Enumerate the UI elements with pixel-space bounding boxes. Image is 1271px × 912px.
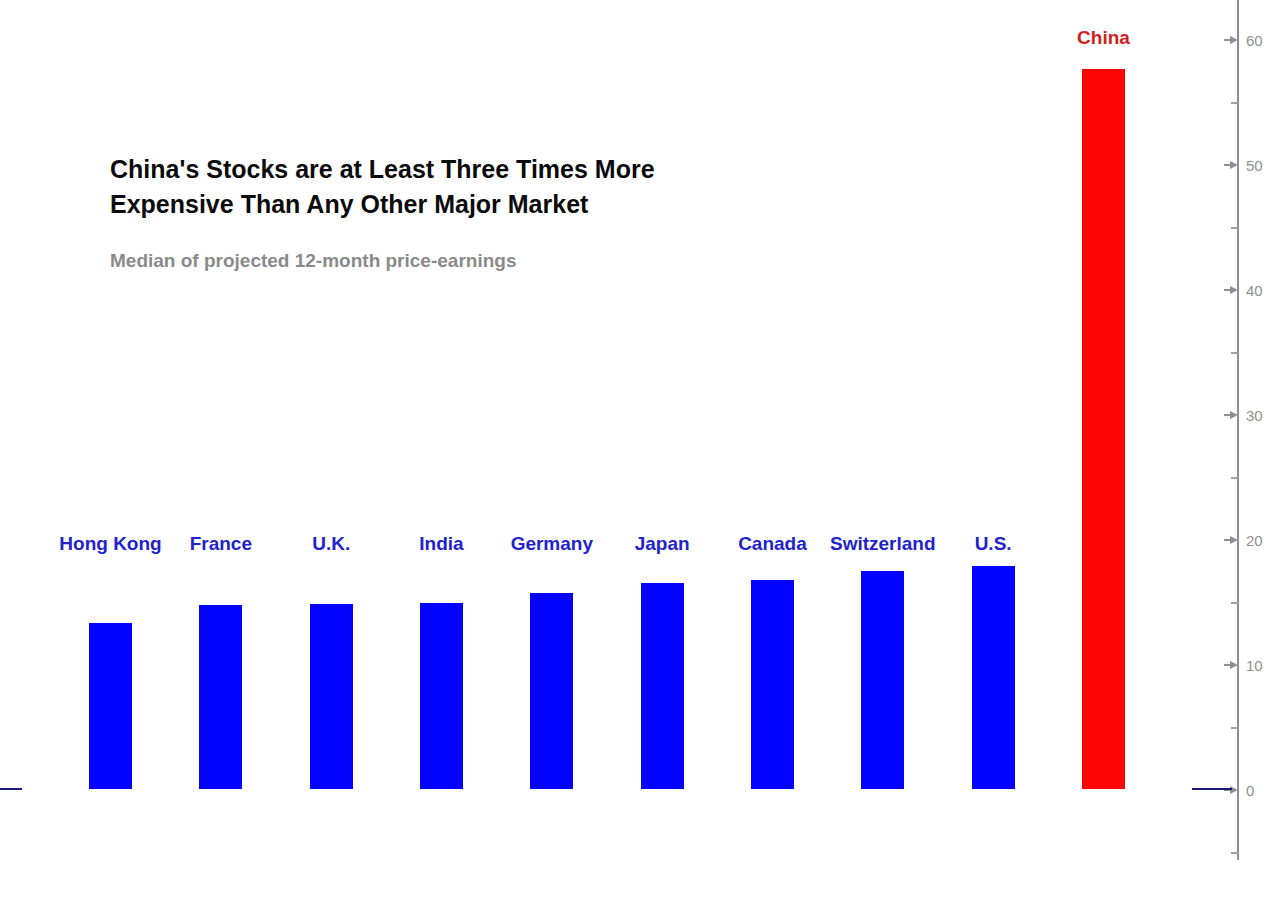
y-minor-tick-25 xyxy=(1231,477,1238,479)
bar-germany xyxy=(530,593,573,790)
bar-china xyxy=(1082,69,1125,789)
bar-hong-kong xyxy=(89,623,132,790)
chart-title-line2: Expensive Than Any Other Major Market xyxy=(110,187,750,222)
zero-baseline-left-segment xyxy=(0,788,22,790)
y-tick-label-60: 60 xyxy=(1246,32,1263,49)
chart-subtitle: Median of projected 12-month price-earni… xyxy=(110,250,750,272)
y-major-tick-arrow-60 xyxy=(1230,36,1238,44)
y-major-tick-arrow-10 xyxy=(1230,661,1238,669)
y-tick-label-10: 10 xyxy=(1246,657,1263,674)
bar-japan xyxy=(641,583,684,790)
y-minor-tick--5 xyxy=(1231,852,1238,854)
y-major-tick-arrow-40 xyxy=(1230,286,1238,294)
y-minor-tick-5 xyxy=(1231,727,1238,729)
bar-label-china: China xyxy=(1023,25,1183,51)
y-tick-label-30: 30 xyxy=(1246,407,1263,424)
y-minor-tick-35 xyxy=(1231,352,1238,354)
y-minor-tick-45 xyxy=(1231,227,1238,229)
y-minor-tick-15 xyxy=(1231,602,1238,604)
chart-title-line1: China's Stocks are at Least Three Times … xyxy=(110,152,750,187)
y-tick-label-20: 20 xyxy=(1246,532,1263,549)
y-tick-label-0: 0 xyxy=(1246,782,1254,799)
y-tick-label-50: 50 xyxy=(1246,157,1263,174)
bar-u-s xyxy=(972,566,1015,789)
y-major-tick-arrow-50 xyxy=(1230,161,1238,169)
bar-u-k xyxy=(310,604,353,789)
bar-switzerland xyxy=(861,571,904,789)
y-minor-tick-55 xyxy=(1231,102,1238,104)
bar-label-u-s: U.S. xyxy=(913,531,1073,557)
y-tick-label-40: 40 xyxy=(1246,282,1263,299)
zero-baseline-right-segment xyxy=(1192,788,1232,790)
chart-canvas: China's Stocks are at Least Three Times … xyxy=(0,0,1271,912)
bar-france xyxy=(199,605,242,789)
y-major-tick-arrow-30 xyxy=(1230,411,1238,419)
bar-india xyxy=(420,603,463,790)
y-major-tick-arrow-20 xyxy=(1230,536,1238,544)
y-axis-line xyxy=(1237,0,1239,860)
bar-canada xyxy=(751,580,794,789)
